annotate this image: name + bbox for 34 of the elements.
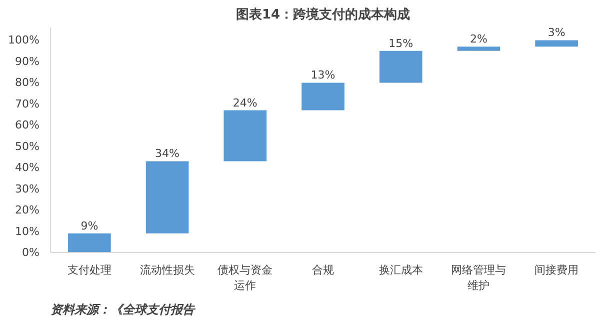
bar xyxy=(68,233,111,252)
text: 资料来源：《全球支付报告 xyxy=(50,302,196,316)
y-tick-label: 80% xyxy=(15,76,40,90)
data-label: 24% xyxy=(232,96,258,110)
data-label: 15% xyxy=(388,36,414,50)
chart-title: 图表14：跨境支付的成本构成 xyxy=(236,6,410,22)
y-tick-label: 30% xyxy=(15,182,40,196)
x-tick-label: 合规 xyxy=(312,264,334,276)
y-tick-label: 0% xyxy=(22,246,40,259)
data-label: 34% xyxy=(155,147,180,160)
bar xyxy=(535,40,578,47)
y-tick-label: 50% xyxy=(15,140,40,153)
y-tick-label: 90% xyxy=(15,54,40,68)
y-tick-label: 20% xyxy=(15,204,40,217)
x-tick-label: 换汇成本 xyxy=(378,264,423,276)
y-tick-label: 70% xyxy=(15,97,40,110)
y-tick-label: 100% xyxy=(8,34,40,47)
data-label: 2% xyxy=(470,32,488,46)
data-label: 9% xyxy=(80,219,98,232)
bar xyxy=(379,50,422,83)
x-tick-label: 债权与资金运作 xyxy=(218,264,273,292)
bar xyxy=(224,110,267,162)
y-tick-label: 10% xyxy=(15,224,40,238)
data-label: 13% xyxy=(310,68,336,82)
x-tick-label: 间接费用 xyxy=(534,264,579,276)
bar xyxy=(457,46,500,51)
bar xyxy=(302,82,344,110)
x-tick-label: 支付处理 xyxy=(67,264,112,276)
x-tick-label: 流动性损失 xyxy=(140,264,195,276)
y-tick-label: 60% xyxy=(15,118,40,132)
data-label: 3% xyxy=(548,26,566,40)
bar xyxy=(146,161,189,234)
x-tick-label: 网络管理与维护 xyxy=(451,264,506,292)
y-tick-label: 40% xyxy=(15,161,40,174)
